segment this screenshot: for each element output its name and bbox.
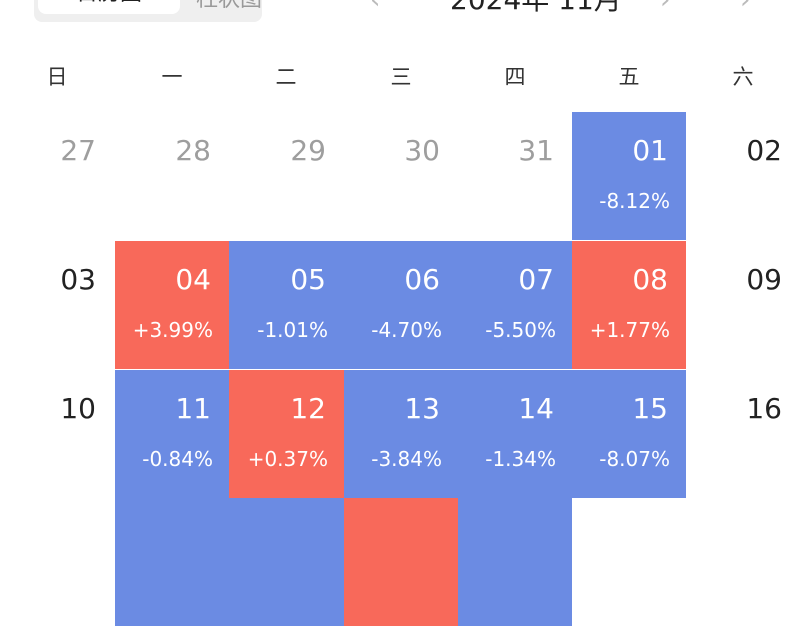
calendar-day-cell[interactable]: 10 xyxy=(0,370,114,498)
calendar-day-cell[interactable]: 01 -8.12% xyxy=(572,112,686,240)
weekday-sat: 六 xyxy=(732,65,754,89)
day-number: 31 xyxy=(518,134,554,167)
calendar-day-cell[interactable]: 14 -1.34% xyxy=(458,370,572,498)
calendar-day-cell[interactable]: 03 xyxy=(0,241,114,369)
calendar-day-cell[interactable]: 15 -8.07% xyxy=(572,370,686,498)
day-number: 04 xyxy=(175,263,211,296)
calendar-day-cell xyxy=(686,498,800,626)
weekday-mon: 一 xyxy=(161,65,183,89)
calendar-day-cell[interactable]: 12 +0.37% xyxy=(229,370,344,498)
calendar-day-cell[interactable]: 29 xyxy=(229,112,344,240)
weekday-sun: 日 xyxy=(46,65,68,89)
calendar-day-cell[interactable]: 05 -1.01% xyxy=(229,241,344,369)
calendar-day-cell[interactable] xyxy=(344,498,458,626)
daily-change-value: -5.50% xyxy=(485,318,556,342)
calendar-day-cell[interactable] xyxy=(458,498,572,626)
next-month-icon[interactable]: › xyxy=(660,0,671,15)
calendar-day-cell xyxy=(0,498,114,626)
calendar-day-cell[interactable]: 13 -3.84% xyxy=(344,370,458,498)
calendar-day-cell[interactable]: 07 -5.50% xyxy=(458,241,572,369)
calendar-day-cell xyxy=(572,498,686,626)
prev-month-icon[interactable]: ‹ xyxy=(370,0,381,15)
day-number: 01 xyxy=(632,134,668,167)
day-number: 16 xyxy=(746,392,782,425)
calendar-view-tab[interactable]: 日历图 xyxy=(38,0,180,14)
calendar-day-cell[interactable]: 31 xyxy=(458,112,572,240)
day-number: 09 xyxy=(746,263,782,296)
daily-change-value: -0.84% xyxy=(142,447,213,471)
calendar-day-cell[interactable]: 02 xyxy=(686,112,800,240)
day-number: 29 xyxy=(290,134,326,167)
daily-change-value: -4.70% xyxy=(371,318,442,342)
daily-change-value: -1.01% xyxy=(257,318,328,342)
calendar-day-cell[interactable]: 04 +3.99% xyxy=(115,241,229,369)
daily-change-value: -1.34% xyxy=(485,447,556,471)
calendar-day-cell[interactable]: 27 xyxy=(0,112,114,240)
day-number: 07 xyxy=(518,263,554,296)
daily-change-value: +3.99% xyxy=(132,318,213,342)
daily-change-value: -3.84% xyxy=(371,447,442,471)
day-number: 03 xyxy=(60,263,96,296)
daily-change-value: -8.12% xyxy=(599,189,670,213)
day-number: 05 xyxy=(290,263,326,296)
calendar-day-cell[interactable]: 09 xyxy=(686,241,800,369)
calendar-day-cell[interactable] xyxy=(115,498,229,626)
day-number: 12 xyxy=(290,392,326,425)
calendar-day-cell[interactable]: 06 -4.70% xyxy=(344,241,458,369)
daily-change-value: +1.77% xyxy=(589,318,670,342)
day-number: 13 xyxy=(404,392,440,425)
bar-chart-view-tab[interactable]: 柱状图 xyxy=(184,0,262,22)
day-number: 30 xyxy=(404,134,440,167)
day-number: 15 xyxy=(632,392,668,425)
month-navigation: ‹ 2024年 11月 › › xyxy=(340,0,800,22)
calendar-day-cell[interactable]: 16 xyxy=(686,370,800,498)
day-number: 06 xyxy=(404,263,440,296)
weekday-thu: 四 xyxy=(504,65,526,89)
day-number: 10 xyxy=(60,392,96,425)
daily-change-value: +0.37% xyxy=(247,447,328,471)
day-number: 27 xyxy=(60,134,96,167)
day-number: 08 xyxy=(632,263,668,296)
day-number: 14 xyxy=(518,392,554,425)
month-title: 2024年 11月 xyxy=(450,0,622,22)
calendar-day-cell[interactable]: 30 xyxy=(344,112,458,240)
day-number: 02 xyxy=(746,134,782,167)
day-number: 11 xyxy=(175,392,211,425)
daily-change-value: -8.07% xyxy=(599,447,670,471)
calendar-day-cell[interactable]: 28 xyxy=(115,112,229,240)
view-toggle: 日历图 柱状图 xyxy=(34,0,262,22)
weekday-fri: 五 xyxy=(618,65,640,89)
next-year-icon[interactable]: › xyxy=(740,0,751,15)
weekday-tue: 二 xyxy=(275,65,297,89)
day-number: 28 xyxy=(175,134,211,167)
weekday-header: 日 一 二 三 四 五 六 xyxy=(0,62,800,92)
weekday-wed: 三 xyxy=(390,65,412,89)
calendar-day-cell[interactable]: 08 +1.77% xyxy=(572,241,686,369)
calendar-day-cell[interactable] xyxy=(229,498,344,626)
calendar-day-cell[interactable]: 11 -0.84% xyxy=(115,370,229,498)
